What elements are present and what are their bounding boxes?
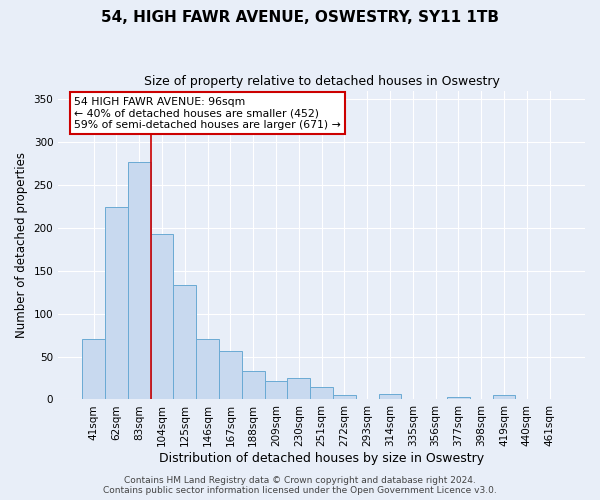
Bar	[356, 398, 379, 400]
Text: 54, HIGH FAWR AVENUE, OSWESTRY, SY11 1TB: 54, HIGH FAWR AVENUE, OSWESTRY, SY11 1TB	[101, 10, 499, 25]
Bar	[287, 378, 310, 400]
Bar	[515, 398, 538, 400]
Bar	[265, 382, 287, 400]
Bar	[379, 394, 401, 400]
Bar	[151, 234, 173, 400]
Bar	[333, 395, 356, 400]
Text: 54 HIGH FAWR AVENUE: 96sqm
← 40% of detached houses are smaller (452)
59% of sem: 54 HIGH FAWR AVENUE: 96sqm ← 40% of deta…	[74, 96, 341, 130]
Bar	[447, 397, 470, 400]
Y-axis label: Number of detached properties: Number of detached properties	[15, 152, 28, 338]
Bar	[470, 398, 493, 400]
Bar	[105, 208, 128, 400]
Bar	[196, 340, 219, 400]
Title: Size of property relative to detached houses in Oswestry: Size of property relative to detached ho…	[143, 75, 500, 88]
Bar	[219, 350, 242, 400]
Bar	[401, 398, 424, 400]
Bar	[128, 162, 151, 400]
Bar	[424, 398, 447, 400]
Text: Contains HM Land Registry data © Crown copyright and database right 2024.
Contai: Contains HM Land Registry data © Crown c…	[103, 476, 497, 495]
Bar	[82, 340, 105, 400]
Bar	[538, 398, 561, 400]
Bar	[242, 371, 265, 400]
Bar	[493, 395, 515, 400]
X-axis label: Distribution of detached houses by size in Oswestry: Distribution of detached houses by size …	[159, 452, 484, 465]
Bar	[310, 386, 333, 400]
Bar	[173, 286, 196, 400]
